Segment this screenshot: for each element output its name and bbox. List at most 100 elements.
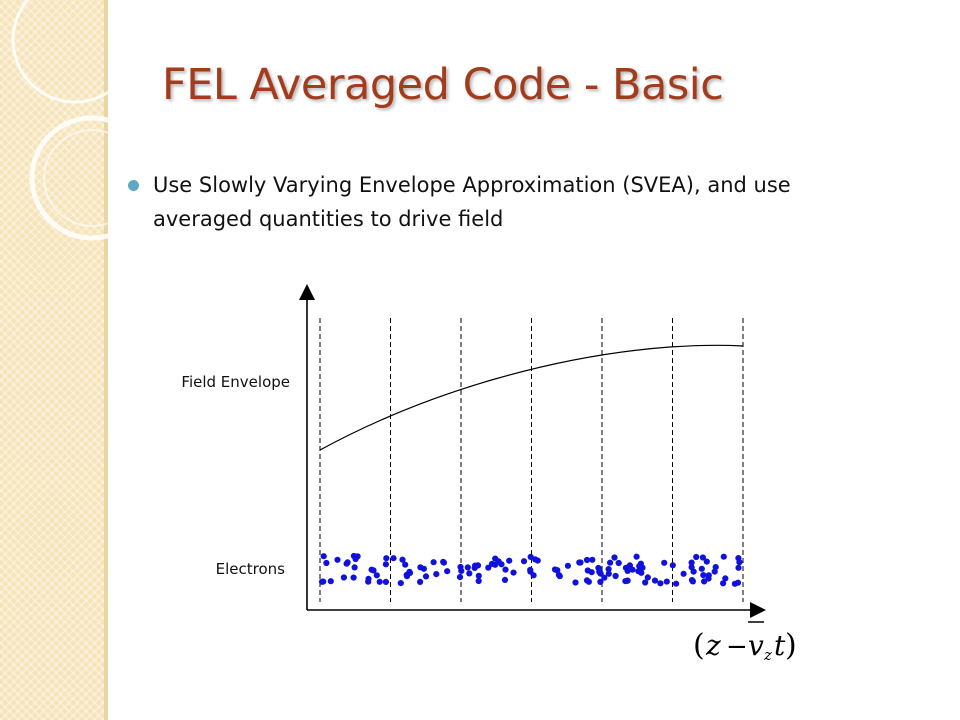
- fel-diagram: Field Envelope Electrons ( z − v z t ): [181, 284, 797, 664]
- electron-dot: [597, 578, 604, 585]
- electron-dot: [466, 570, 473, 577]
- electron-dot: [703, 558, 710, 565]
- bullet-dot-icon: [128, 180, 139, 191]
- side-panel-edge: [104, 0, 108, 720]
- electron-dot: [584, 567, 591, 574]
- electron-dot: [615, 559, 622, 567]
- electron-dot: [327, 578, 334, 585]
- electron-dot: [589, 556, 596, 563]
- electron-dot: [320, 553, 327, 560]
- electron-dot: [365, 578, 372, 585]
- electron-dot: [399, 556, 406, 563]
- electron-dot: [382, 561, 389, 568]
- electron-dot: [622, 564, 629, 571]
- electron-dot: [688, 559, 695, 566]
- electron-dot: [323, 559, 330, 567]
- electron-dot: [527, 566, 534, 573]
- electron-dot: [506, 557, 513, 564]
- field-envelope-label: Field Envelope: [181, 373, 290, 391]
- electron-dot: [368, 566, 375, 573]
- electron-dot: [471, 564, 478, 571]
- electrons-label: Electrons: [216, 560, 286, 578]
- electron-dot: [350, 574, 357, 581]
- electron-dot: [373, 572, 380, 579]
- electron-dot: [633, 553, 640, 560]
- slide-title: FEL Averaged Code - Basic: [162, 60, 724, 110]
- electron-dot: [693, 553, 700, 561]
- formula-t: t: [774, 629, 786, 662]
- electron-dot: [699, 554, 707, 561]
- electron-dot: [383, 555, 390, 562]
- electron-dot: [422, 573, 430, 580]
- field-envelope-curve: [319, 344, 744, 451]
- electron-dot: [440, 559, 447, 566]
- electron-dot: [433, 571, 440, 578]
- electron-dot: [485, 564, 492, 571]
- electron-dot: [644, 574, 651, 581]
- electron-dot: [688, 577, 696, 584]
- electron-dot: [735, 555, 742, 562]
- electron-dot: [520, 558, 528, 565]
- electron-dot: [344, 559, 351, 566]
- electron-dot: [698, 565, 705, 572]
- electron-dot: [397, 580, 404, 587]
- electron-dot: [456, 574, 464, 581]
- electron-dot: [607, 559, 614, 566]
- electron-dot: [597, 570, 604, 577]
- electron-dot: [705, 572, 712, 579]
- electron-dot: [642, 579, 649, 586]
- electron-dot: [673, 580, 680, 587]
- electron-dot: [556, 573, 563, 580]
- bullet-item: Use Slowly Varying Envelope Approximatio…: [128, 168, 868, 236]
- electron-dot: [583, 556, 591, 564]
- electron-dot: [735, 564, 742, 571]
- electron-dot: [457, 563, 464, 571]
- electron-dot: [354, 553, 361, 560]
- electron-dot: [406, 569, 414, 576]
- formula-subscript: z: [763, 646, 772, 664]
- electron-dot: [492, 561, 499, 568]
- electron-dot: [657, 580, 664, 587]
- electron-dot: [320, 578, 327, 585]
- electron-dot: [605, 570, 612, 577]
- formula-open-paren: (: [693, 628, 705, 663]
- electron-dot: [605, 566, 612, 573]
- electron-dot: [417, 578, 424, 585]
- electron-dot: [680, 570, 687, 577]
- electron-dot: [430, 559, 437, 566]
- electron-dot: [663, 578, 670, 585]
- electron-dot: [475, 577, 482, 585]
- electron-dot: [464, 564, 471, 571]
- electron-dot: [651, 577, 659, 584]
- formula-close-paren: ): [785, 628, 797, 663]
- electron-dot: [502, 566, 509, 573]
- electron-dot: [577, 559, 584, 566]
- electron-dot: [612, 572, 619, 580]
- electron-dot: [690, 568, 697, 575]
- electron-dot: [551, 566, 559, 573]
- electron-dot: [731, 580, 739, 587]
- electron-dot: [611, 554, 618, 561]
- electron-dot: [510, 569, 517, 576]
- electron-dot: [638, 569, 645, 576]
- electron-dot: [475, 572, 482, 579]
- electron-dot: [636, 563, 643, 570]
- electron-dot: [601, 574, 608, 581]
- electron-dot: [564, 562, 571, 569]
- electron-dot: [661, 559, 668, 566]
- electron-dot: [340, 574, 347, 581]
- electron-dot: [712, 564, 719, 571]
- electron-dot: [624, 577, 631, 584]
- electron-dot: [390, 555, 397, 562]
- electron-dot: [501, 576, 509, 583]
- electron-dot: [722, 575, 729, 582]
- electron-dot: [444, 568, 451, 575]
- formula-minus: −: [726, 632, 748, 662]
- electron-dot: [492, 555, 499, 562]
- bullet-text: Use Slowly Varying Envelope Approximatio…: [153, 173, 791, 231]
- electron-dots: [318, 552, 743, 587]
- electron-dot: [720, 580, 727, 587]
- electron-dot: [720, 553, 727, 560]
- electron-dot: [334, 556, 341, 563]
- formula-z: z: [705, 629, 721, 662]
